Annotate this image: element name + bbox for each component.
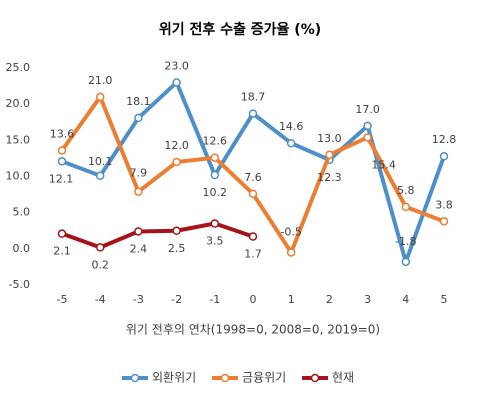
data-label: 18.1 bbox=[126, 95, 151, 108]
y-tick-label: 5.0 bbox=[13, 206, 31, 219]
data-point bbox=[325, 150, 334, 160]
data-label: 2.5 bbox=[168, 242, 186, 255]
data-label: 10.2 bbox=[203, 186, 228, 199]
data-point bbox=[210, 219, 220, 228]
data-point bbox=[172, 157, 181, 167]
data-point bbox=[363, 133, 372, 142]
data-point bbox=[248, 189, 258, 199]
data-point bbox=[286, 138, 296, 148]
data-point bbox=[57, 146, 67, 155]
legend-label: 현재 bbox=[332, 371, 354, 385]
x-tick-label: 2 bbox=[326, 293, 333, 306]
data-point bbox=[95, 171, 105, 181]
data-point bbox=[134, 113, 143, 123]
data-point bbox=[286, 248, 296, 257]
legend-marker bbox=[130, 373, 140, 383]
data-point bbox=[248, 109, 258, 118]
data-point bbox=[172, 78, 181, 87]
x-tick-label: 3 bbox=[364, 293, 371, 306]
data-label: 23.0 bbox=[164, 59, 189, 72]
data-point bbox=[401, 257, 411, 267]
data-label: 10.1 bbox=[88, 155, 113, 168]
x-tick-label: 4 bbox=[402, 293, 409, 306]
data-point bbox=[439, 217, 449, 226]
data-label: 21.0 bbox=[88, 74, 113, 87]
y-tick-label: 0.0 bbox=[13, 242, 31, 255]
y-tick-label: 10.0 bbox=[6, 170, 31, 183]
x-tick-label: -3 bbox=[133, 293, 144, 306]
chart-title: 위기 전후 수출 증가율 (%) bbox=[159, 21, 321, 38]
x-tick-label: -4 bbox=[95, 293, 106, 306]
data-label: 18.7 bbox=[241, 91, 266, 104]
series-line bbox=[61, 221, 254, 250]
legend-item: 외환위기 bbox=[122, 371, 196, 385]
data-point bbox=[401, 202, 411, 212]
data-label: 17.0 bbox=[355, 103, 380, 116]
x-tick-label: 1 bbox=[288, 293, 295, 306]
data-label: 13.6 bbox=[50, 127, 75, 140]
data-label: 3.5 bbox=[206, 235, 224, 248]
data-point bbox=[210, 170, 220, 180]
data-point bbox=[134, 227, 143, 236]
x-tick-label: -5 bbox=[57, 293, 68, 306]
data-label: 1.7 bbox=[244, 248, 262, 261]
data-label: 7.6 bbox=[244, 171, 262, 184]
data-point bbox=[57, 229, 67, 238]
legend-label: 외환위기 bbox=[152, 371, 196, 385]
data-label: 13.0 bbox=[317, 132, 342, 145]
data-label: 5.8 bbox=[397, 184, 415, 197]
data-label: 12.6 bbox=[203, 135, 228, 148]
legend-item: 금융위기 bbox=[212, 371, 286, 385]
x-tick-label: -1 bbox=[209, 293, 220, 306]
data-point bbox=[95, 92, 105, 102]
x-tick-label: 5 bbox=[441, 293, 448, 306]
data-label: 7.9 bbox=[130, 167, 148, 180]
data-label: 12.3 bbox=[317, 171, 342, 184]
y-tick-label: 20.0 bbox=[6, 97, 31, 110]
data-label: 2.1 bbox=[53, 245, 71, 258]
data-point bbox=[57, 157, 67, 166]
data-label: 2.4 bbox=[130, 242, 148, 255]
data-label: 0.2 bbox=[91, 258, 109, 271]
x-axis-label: 위기 전후의 연차(1998=0, 2008=0, 2019=0) bbox=[126, 323, 380, 337]
data-point bbox=[134, 187, 143, 196]
data-label: 3.8 bbox=[435, 198, 453, 211]
data-label: 14.6 bbox=[279, 120, 304, 133]
legend-marker bbox=[220, 373, 230, 383]
data-label: -0.5 bbox=[280, 225, 301, 238]
data-label: 12.8 bbox=[432, 133, 457, 146]
data-point bbox=[210, 153, 220, 162]
data-label: -1.8 bbox=[395, 235, 416, 248]
legend-item: 현재 bbox=[302, 371, 354, 385]
y-tick-label: -5.0 bbox=[9, 278, 30, 291]
legend-label: 금융위기 bbox=[242, 371, 286, 385]
data-point bbox=[95, 243, 105, 252]
legend-marker bbox=[310, 373, 320, 383]
data-point bbox=[172, 226, 181, 235]
x-tick-label: 0 bbox=[250, 293, 257, 306]
data-label: 12.1 bbox=[49, 172, 74, 185]
x-tick-label: -2 bbox=[171, 293, 182, 306]
data-label: 15.4 bbox=[371, 158, 396, 171]
y-tick-label: 15.0 bbox=[6, 133, 31, 146]
data-point bbox=[363, 121, 372, 131]
data-point bbox=[248, 232, 258, 241]
y-tick-label: 25.0 bbox=[6, 61, 31, 74]
data-point bbox=[439, 151, 449, 161]
data-label: 12.0 bbox=[164, 139, 189, 152]
